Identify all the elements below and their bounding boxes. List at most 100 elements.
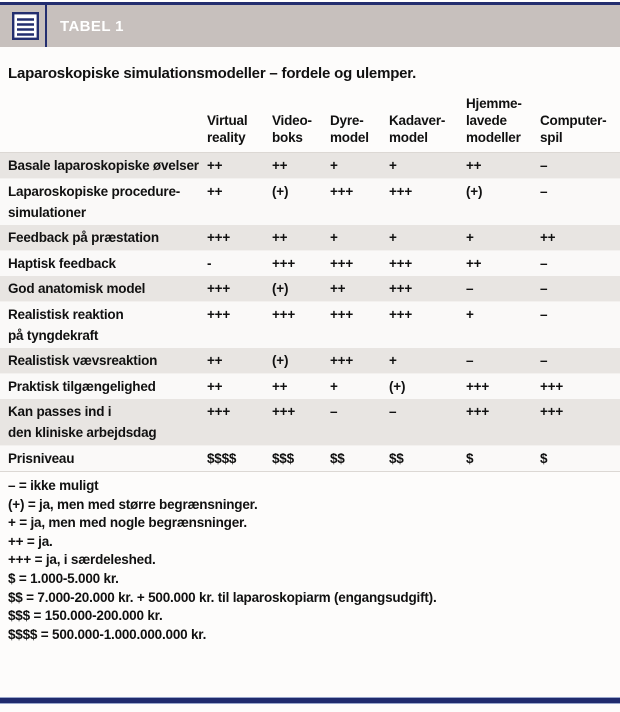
column-header-dyremodel: Dyre- model (330, 113, 369, 145)
legend-line: $ = 1.000-5.000 kr. (8, 570, 119, 586)
cell-value: +++ (389, 256, 413, 271)
table-row: God anatomisk model +++ (+) ++ +++ – – (0, 276, 620, 302)
table-row: Laparoskopiske procedure- simulationer +… (0, 179, 620, 225)
cell-value: +++ (540, 379, 564, 394)
legend-line: – = ikke muligt (8, 478, 99, 493)
cell-value: +++ (330, 307, 354, 322)
table-caption: Laparoskopiske simulationsmodeller – for… (8, 65, 417, 82)
cell-value: ++ (540, 230, 556, 245)
cell-value: $$$ (272, 451, 294, 466)
cell-value: – (466, 353, 474, 368)
table-header-bar: TABEL 1 (0, 5, 620, 47)
table-body: Basale laparoskopiske øvelser ++ ++ + + … (0, 152, 620, 472)
legend-line: (+) = ja, men med større begrænsninger. (8, 496, 258, 512)
table-row: Basale laparoskopiske øvelser ++ ++ + + … (0, 153, 620, 179)
legend: – = ikke muligt (+) = ja, men med større… (8, 477, 612, 644)
cell-value: +++ (272, 307, 296, 322)
cell-value: (+) (272, 184, 289, 199)
table-row: Prisniveau $$$$ $$$ $$ $$ $ $ (0, 446, 620, 471)
cell-value: ++ (272, 230, 288, 245)
row-label: Prisniveau (8, 451, 75, 466)
cell-value: + (330, 230, 338, 245)
legend-line: $$$$ = 500.000-1.000.000.000 kr. (8, 626, 207, 642)
cell-value: $ (466, 451, 474, 466)
cell-value: +++ (207, 230, 231, 245)
top-margin (0, 0, 620, 2)
cell-value: (+) (466, 184, 483, 199)
column-header-kadavermodel: Kadaver- model (389, 113, 446, 145)
table-row: Haptisk feedback - +++ +++ +++ ++ – (0, 251, 620, 276)
cell-value: + (330, 379, 338, 394)
cell-value: +++ (466, 404, 490, 419)
table-row: Kan passes ind i den kliniske arbejdsdag… (0, 399, 620, 446)
table-row: Realistisk reaktion på tyngdekraft +++ +… (0, 302, 620, 348)
cell-value: ++ (466, 256, 482, 271)
cell-value: ++ (330, 281, 346, 296)
cell-value: $ (540, 451, 548, 466)
cell-value: +++ (272, 404, 296, 419)
cell-value: (+) (389, 379, 406, 394)
cell-value: +++ (207, 404, 231, 419)
cell-value: $$$$ (207, 451, 237, 466)
cell-value: – (540, 307, 548, 322)
row-label: Basale laparoskopiske øvelser (8, 158, 199, 173)
cell-value: – (466, 281, 474, 296)
cell-value: +++ (330, 184, 354, 199)
cell-value: + (466, 307, 474, 322)
table-row: Realistisk vævsreaktion ++ (+) +++ + – – (0, 348, 620, 374)
cell-value: ++ (207, 184, 223, 199)
row-label: Realistisk reaktion på tyngdekraft (8, 307, 124, 343)
legend-line: ++ = ja. (8, 533, 53, 549)
table-row: Feedback på præstation +++ ++ + + + ++ (0, 225, 620, 251)
comparison-table: Virtual reality Video- boks Dyre- model … (0, 95, 620, 472)
cell-value: – (330, 404, 338, 419)
cell-value: ++ (207, 379, 223, 394)
row-label: Laparoskopiske procedure- simulationer (8, 184, 181, 220)
row-label: Feedback på præstation (8, 230, 159, 245)
row-label: Realistisk vævsreaktion (8, 353, 158, 368)
column-header-computerspil: Computer- spil (540, 113, 607, 145)
cell-value: +++ (272, 256, 296, 271)
column-header-virtual-reality: Virtual reality (207, 113, 248, 145)
top-navy-rule (0, 2, 620, 5)
header-divider (45, 5, 47, 47)
cell-value: +++ (330, 353, 354, 368)
cell-value: +++ (389, 307, 413, 322)
cell-value: +++ (540, 404, 564, 419)
cell-value: ++ (207, 353, 223, 368)
cell-value: + (389, 230, 397, 245)
cell-value: – (540, 256, 548, 271)
cell-value: + (466, 230, 474, 245)
cell-value: +++ (389, 184, 413, 199)
cell-value: – (540, 184, 548, 199)
legend-line: +++ = ja, i særdeleshed. (8, 552, 156, 568)
cell-value: (+) (272, 353, 289, 368)
column-header-videoboks: Video- boks (272, 113, 312, 145)
table-row: Praktisk tilgængelighed ++ ++ + (+) +++ … (0, 374, 620, 399)
cell-value: +++ (207, 307, 231, 322)
cell-value: (+) (272, 281, 289, 296)
cell-value: + (330, 158, 338, 173)
cell-value: +++ (466, 379, 490, 394)
cell-value: +++ (330, 256, 354, 271)
cell-value: $$ (389, 451, 404, 466)
cell-value: ++ (207, 158, 223, 173)
cell-value: ++ (272, 158, 288, 173)
row-label: Praktisk tilgængelighed (8, 379, 156, 394)
column-header-row: Virtual reality Video- boks Dyre- model … (0, 95, 620, 152)
bottom-navy-rule (0, 697, 620, 704)
cell-value: – (540, 281, 548, 296)
row-label: Kan passes ind i den kliniske arbejdsdag (8, 404, 157, 440)
column-header-hjemmelavede: Hjemme- lavede modeller (466, 96, 522, 145)
table-list-icon (12, 12, 39, 40)
cell-value: ++ (466, 158, 482, 173)
cell-value: + (389, 158, 397, 173)
cell-value: – (540, 158, 548, 173)
cell-value: +++ (207, 281, 231, 296)
cell-value: – (389, 404, 397, 419)
legend-line: $$ = 7.000-20.000 kr. + 500.000 kr. til … (8, 589, 437, 605)
row-label: Haptisk feedback (8, 256, 116, 271)
row-label: God anatomisk model (8, 281, 146, 296)
cell-value: $$ (330, 451, 345, 466)
cell-value: – (540, 353, 548, 368)
